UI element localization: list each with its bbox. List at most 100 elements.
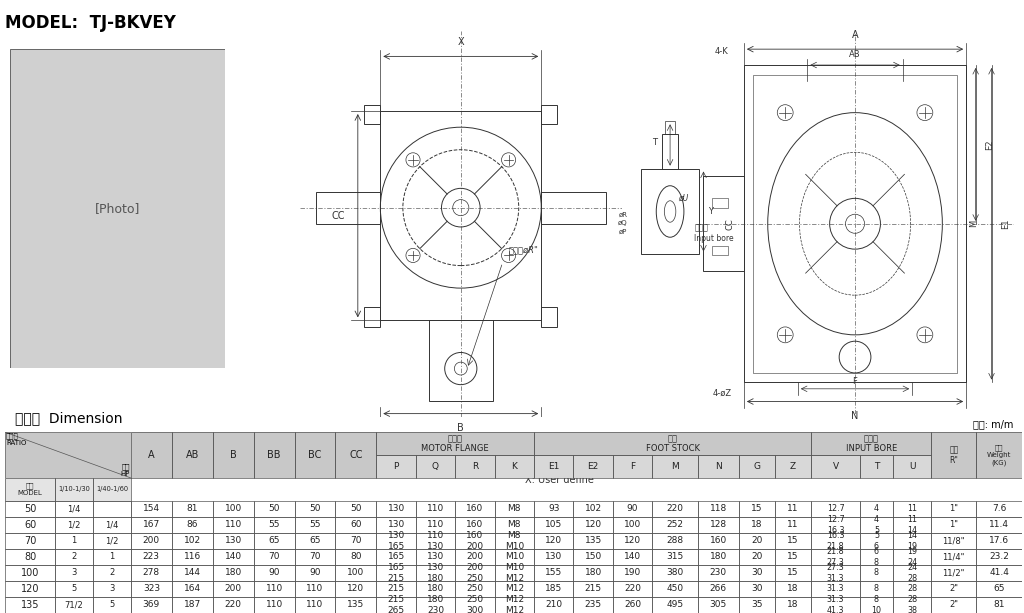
Text: 14
19: 14 19 (907, 531, 918, 550)
Bar (495, 501, 534, 517)
Text: 65: 65 (268, 536, 280, 546)
Bar (377, 597, 416, 613)
Text: 1/2: 1/2 (68, 520, 81, 530)
Bar (5, 533, 55, 549)
Bar (131, 581, 172, 597)
Bar (542, 105, 557, 124)
Bar (612, 533, 652, 549)
Text: 70: 70 (268, 552, 280, 562)
Bar (377, 533, 416, 549)
Bar (295, 549, 336, 565)
Text: 70: 70 (350, 536, 361, 546)
Text: 1: 1 (72, 536, 77, 546)
Bar (295, 597, 336, 613)
Bar (495, 533, 534, 549)
Bar (456, 565, 495, 581)
Bar (697, 549, 738, 565)
Bar (738, 455, 775, 478)
Text: 28
38: 28 38 (907, 595, 918, 613)
Bar (131, 517, 172, 533)
Bar (713, 199, 728, 208)
Text: E2: E2 (588, 462, 599, 471)
Bar (662, 134, 678, 169)
Text: 160: 160 (710, 536, 727, 546)
Bar (977, 501, 1022, 517)
Text: 190: 190 (624, 568, 641, 577)
Bar (131, 501, 172, 517)
Bar (336, 432, 377, 478)
Text: 323: 323 (142, 584, 160, 593)
Bar (416, 533, 456, 549)
Text: 8: 8 (873, 568, 879, 577)
Bar (336, 565, 377, 581)
Bar (172, 597, 213, 613)
Bar (93, 533, 131, 549)
Bar (697, 501, 738, 517)
Bar (860, 597, 893, 613)
Text: 1/4: 1/4 (68, 504, 81, 514)
Bar (93, 549, 131, 565)
Bar (697, 597, 738, 613)
Bar (697, 517, 738, 533)
Text: 18: 18 (787, 601, 799, 609)
Text: 8
10: 8 10 (871, 595, 882, 613)
Text: 210: 210 (545, 601, 562, 609)
Bar (336, 517, 377, 533)
Bar (295, 565, 336, 581)
Bar (573, 455, 612, 478)
Bar (697, 501, 738, 517)
Bar (93, 478, 131, 501)
Bar (860, 533, 893, 549)
Text: 90: 90 (627, 504, 638, 514)
Text: 41.4: 41.4 (989, 568, 1010, 577)
Text: 450: 450 (667, 584, 683, 593)
Bar (55, 549, 93, 565)
Bar (860, 581, 893, 597)
Bar (254, 549, 295, 565)
Text: A: A (852, 29, 858, 40)
Bar (775, 597, 811, 613)
Bar (893, 581, 931, 597)
Text: 93: 93 (548, 504, 559, 514)
Text: R: R (472, 462, 478, 471)
Text: BB: BB (267, 450, 281, 460)
Bar (172, 565, 213, 581)
Bar (612, 455, 652, 478)
Text: E2: E2 (985, 139, 994, 150)
Bar (254, 517, 295, 533)
Bar (893, 455, 931, 478)
Bar (5, 478, 55, 501)
Text: A: A (148, 450, 155, 460)
Bar (534, 455, 573, 478)
Bar (860, 549, 893, 565)
Bar (416, 581, 456, 597)
Bar (380, 111, 542, 320)
Bar (55, 533, 93, 549)
Text: 252: 252 (667, 520, 683, 530)
Bar (495, 597, 534, 613)
Bar (5, 549, 55, 565)
Text: 305: 305 (710, 601, 727, 609)
Bar (495, 517, 534, 533)
Bar (775, 565, 811, 581)
Bar (5, 517, 55, 533)
Text: 215: 215 (585, 584, 602, 593)
Bar (893, 581, 931, 597)
Bar (456, 533, 495, 549)
Bar (697, 565, 738, 581)
Text: 20: 20 (751, 536, 763, 546)
Bar (295, 432, 336, 478)
Bar (977, 517, 1022, 533)
Bar (612, 517, 652, 533)
Bar (495, 549, 534, 565)
Bar (738, 565, 775, 581)
Bar (172, 533, 213, 549)
Text: 18: 18 (787, 584, 799, 593)
Text: 155: 155 (545, 568, 562, 577)
Bar (652, 517, 697, 533)
Bar (5, 501, 55, 517)
Bar (775, 549, 811, 565)
Text: 單位: m/m: 單位: m/m (974, 419, 1014, 429)
Text: 60: 60 (350, 520, 361, 530)
Bar (495, 597, 534, 613)
